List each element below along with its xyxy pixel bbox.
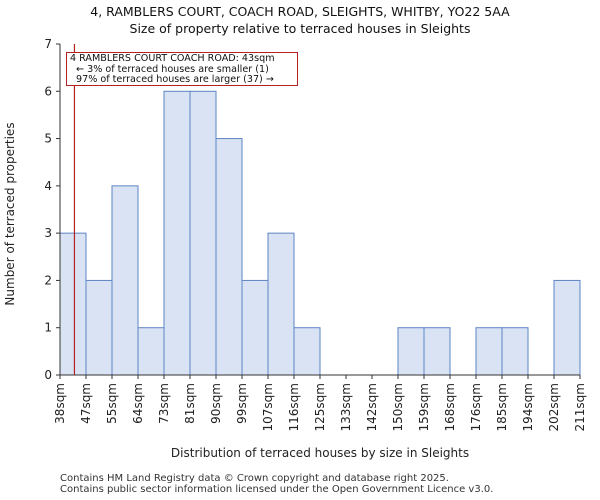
x-tick-label: 47sqm xyxy=(79,383,93,424)
chart-title: 4, RAMBLERS COURT, COACH ROAD, SLEIGHTS,… xyxy=(90,4,510,19)
bar-90sqm xyxy=(215,138,243,376)
y-tick-label: 0 xyxy=(44,368,52,382)
x-tick-label: 90sqm xyxy=(209,383,223,424)
x-tick-label: 185sqm xyxy=(495,383,509,431)
x-tick-label: 202sqm xyxy=(547,383,561,431)
y-tick-label: 3 xyxy=(44,226,52,240)
x-tick-label: 116sqm xyxy=(287,383,301,431)
x-tick-label: 81sqm xyxy=(183,383,197,424)
bars-group xyxy=(59,90,581,376)
x-tick-label: 73sqm xyxy=(157,383,171,424)
x-tick-label: 211sqm xyxy=(573,383,587,431)
bar-202sqm xyxy=(553,279,581,376)
x-tick-label: 38sqm xyxy=(53,383,67,424)
bar-55sqm xyxy=(111,185,139,376)
bar-64sqm xyxy=(137,327,165,376)
x-tick-label: 107sqm xyxy=(261,383,275,431)
footer-line-1: Contains HM Land Registry data © Crown c… xyxy=(60,473,449,484)
x-tick-label: 150sqm xyxy=(391,383,405,431)
annotation-line-1: 4 RAMBLERS COURT COACH ROAD: 43sqm xyxy=(70,53,275,64)
axes-group: 0 1 2 3 4 5 6 7 38sqm 47sqm 55sqm 64sqm 73sqm 81sqm 90… xyxy=(44,37,587,431)
y-tick-label: 5 xyxy=(44,132,52,146)
annotation-box: 4 RAMBLERS COURT COACH ROAD: 43sqm ← 3% … xyxy=(66,52,298,86)
x-tick-label: 168sqm xyxy=(443,383,457,431)
x-tick-label: 176sqm xyxy=(469,383,483,431)
footer-line-2: Contains public sector information licen… xyxy=(60,484,494,495)
x-tick-label: 99sqm xyxy=(235,383,249,424)
x-tick-label: 159sqm xyxy=(417,383,431,431)
annotation-line-3: 97% of terraced houses are larger (37) → xyxy=(76,74,274,85)
y-tick-label: 2 xyxy=(44,273,52,287)
bar-150sqm xyxy=(397,327,425,376)
y-tick-label: 1 xyxy=(44,321,52,335)
y-tick-label: 7 xyxy=(44,37,52,51)
bar-99sqm xyxy=(241,279,269,376)
bar-185sqm xyxy=(501,327,529,376)
annotation-line-2: ← 3% of terraced houses are smaller (1) xyxy=(76,63,269,75)
x-axis-label: Distribution of terraced houses by size … xyxy=(171,446,469,460)
x-tick-label: 194sqm xyxy=(521,383,535,431)
bar-116sqm xyxy=(293,327,321,376)
bar-159sqm xyxy=(423,327,451,376)
x-tick-label: 142sqm xyxy=(365,383,379,431)
bar-176sqm xyxy=(475,327,503,376)
y-axis-label: Number of terraced properties xyxy=(3,122,17,305)
y-tick-label: 4 xyxy=(44,179,52,193)
bar-38sqm xyxy=(59,232,87,376)
x-tick-label: 64sqm xyxy=(131,383,145,424)
chart-subtitle: Size of property relative to terraced ho… xyxy=(129,21,471,36)
bar-47sqm xyxy=(85,279,113,376)
x-tick-label: 133sqm xyxy=(339,383,353,431)
x-tick-label: 55sqm xyxy=(105,383,119,424)
bar-81sqm xyxy=(189,90,217,376)
bar-73sqm xyxy=(163,90,191,376)
x-tick-label: 125sqm xyxy=(313,383,327,431)
bar-107sqm xyxy=(267,232,295,376)
y-tick-label: 6 xyxy=(44,84,52,98)
